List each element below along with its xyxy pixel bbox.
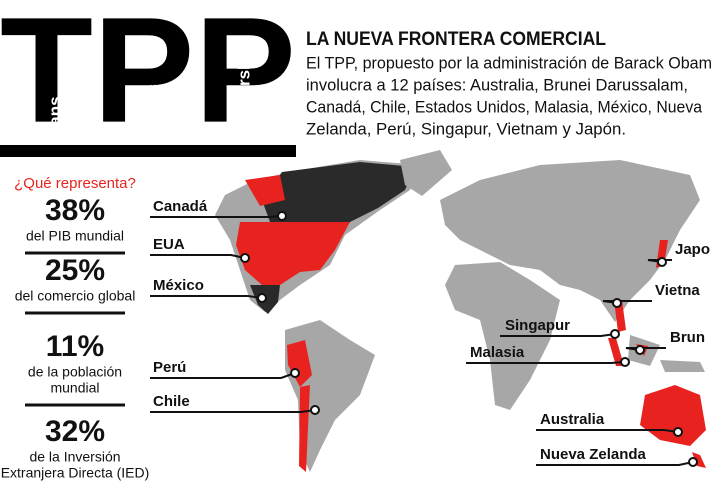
- title: LA NUEVA FRONTERA COMERCIAL: [306, 29, 606, 50]
- pointer-line: [150, 295, 263, 299]
- country-label: Chile: [153, 393, 190, 410]
- stat-caption: mundial: [50, 380, 99, 396]
- pointer-line: [150, 409, 316, 413]
- pointer-dot: [290, 368, 300, 378]
- stat-caption: de la población: [28, 364, 122, 380]
- logo: TPP trans pacific partnership: [0, 0, 296, 157]
- country-label: Brun: [670, 329, 705, 346]
- country-label: EUA: [153, 236, 185, 253]
- country-label: Australia: [540, 411, 605, 428]
- pointer-dot: [612, 298, 622, 308]
- country-label: Vietna: [655, 282, 700, 299]
- stat-value: 38%: [45, 194, 105, 227]
- pointer-dot: [240, 253, 250, 263]
- logo-bar: [0, 145, 296, 157]
- world-map: [215, 150, 706, 472]
- country-label: Canadá: [153, 198, 208, 215]
- stat-caption: del PIB mundial: [26, 228, 124, 244]
- stats-question: ¿Qué representa?: [14, 175, 136, 192]
- country-label: Singapur: [505, 317, 570, 334]
- pointer-dot: [657, 257, 667, 267]
- pointer-dot: [620, 357, 630, 367]
- country-label: Nueva Zelanda: [540, 446, 647, 463]
- intro-line: Zelanda, Perú, Singapur, Vietnam y Japón…: [306, 119, 626, 138]
- pointer-dot: [610, 329, 620, 339]
- stat-value: 32%: [45, 415, 105, 448]
- logo-word: pacific: [142, 84, 161, 138]
- stat-caption: de la Inversión: [29, 449, 120, 465]
- stat-value: 11%: [46, 330, 104, 363]
- country-label: Perú: [153, 359, 186, 376]
- pointer-dot: [635, 345, 645, 355]
- intro-line: Canadá, Chile, Estados Unidos, Malasia, …: [306, 97, 703, 116]
- pointer-dot: [257, 293, 267, 303]
- country-label: Malasia: [470, 344, 525, 361]
- stat-value: 25%: [45, 254, 105, 287]
- pointer-line: [150, 215, 283, 218]
- pointer-dot: [688, 457, 698, 467]
- logo-word: partnership: [234, 44, 253, 138]
- stat-caption: del comercio global: [15, 288, 136, 304]
- intro-line: El TPP, propuesto por la administración …: [306, 53, 712, 72]
- pointer-dot: [310, 405, 320, 415]
- country-label: México: [153, 277, 204, 294]
- pointer-dot: [673, 427, 683, 437]
- country-label: Japo: [675, 241, 710, 258]
- pointer-line: [466, 361, 626, 364]
- stat-caption: Extranjera Directa (IED): [1, 465, 150, 481]
- stats: 38%del PIB mundial 25%del comercio global…: [1, 194, 150, 481]
- pointer-line: [150, 254, 246, 259]
- logo-letters: TPP: [0, 0, 296, 154]
- intro-line: involucra a 12 países: Australia, Brunei…: [306, 75, 688, 94]
- map-labels: Canadá EUA México Perú Chile Japo Vietna Singap…: [150, 198, 710, 467]
- pointer-dot: [277, 211, 287, 221]
- logo-word: trans: [45, 96, 64, 138]
